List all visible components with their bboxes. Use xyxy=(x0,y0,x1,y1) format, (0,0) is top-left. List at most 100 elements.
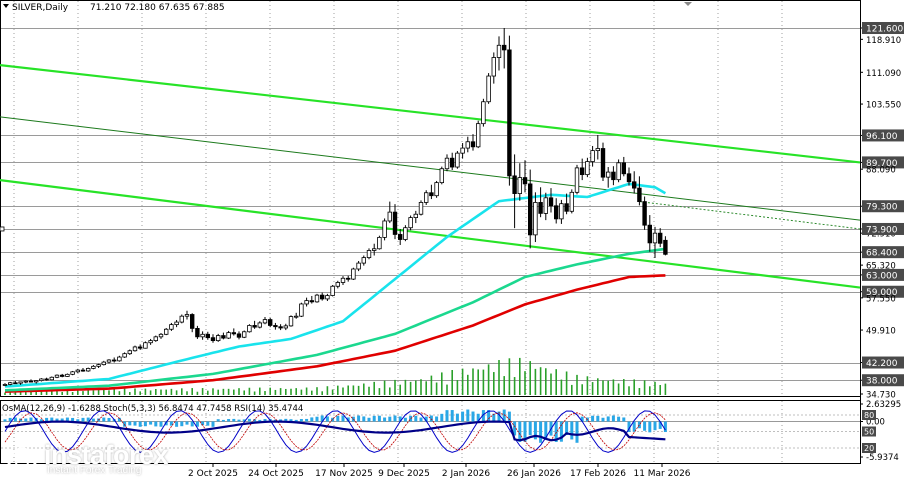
candle xyxy=(512,154,517,229)
candle-body xyxy=(325,295,330,300)
candle xyxy=(408,215,413,231)
watermark-tagline: Instant Forex Trading xyxy=(47,465,142,476)
candle-body xyxy=(189,314,195,329)
candle-body xyxy=(652,232,658,244)
candle xyxy=(262,317,268,325)
candle-body xyxy=(382,220,387,238)
candle xyxy=(163,327,169,336)
candle xyxy=(361,255,366,266)
candle xyxy=(288,315,294,327)
candle xyxy=(112,357,117,363)
candle xyxy=(189,313,195,333)
candle-body xyxy=(611,171,616,181)
candle-body xyxy=(403,227,408,240)
price-level-tag xyxy=(862,356,904,369)
candle xyxy=(195,325,200,339)
candle-body xyxy=(423,192,429,203)
candle-body xyxy=(70,371,75,375)
channel-line xyxy=(0,116,861,221)
main-pane-frame xyxy=(0,0,861,397)
candle-body xyxy=(231,332,236,335)
candle-body xyxy=(49,376,54,381)
candle-body xyxy=(554,205,559,220)
candle-body xyxy=(413,213,418,218)
candle xyxy=(54,374,60,379)
candle xyxy=(449,152,455,170)
candle xyxy=(371,243,377,256)
candle-body xyxy=(470,141,476,148)
candle xyxy=(60,373,65,378)
candle xyxy=(574,164,580,195)
candle-body xyxy=(236,333,242,338)
candle xyxy=(528,169,533,249)
candle-body xyxy=(647,224,652,244)
candle-body xyxy=(559,203,564,220)
candle xyxy=(309,295,314,304)
candle-body xyxy=(293,315,299,318)
candle-body xyxy=(44,378,49,381)
candle-body xyxy=(34,380,39,383)
candle xyxy=(564,193,569,215)
candle xyxy=(231,328,236,336)
price-level-label: 59.000 xyxy=(866,288,898,298)
candle-body xyxy=(174,321,179,326)
scroll-marker-icon xyxy=(684,2,692,6)
candle xyxy=(465,136,470,153)
candle-body xyxy=(158,333,164,338)
price-level-label: 79.300 xyxy=(866,203,898,213)
candle xyxy=(200,331,205,340)
candle xyxy=(491,52,496,84)
candle-body xyxy=(7,382,13,385)
candle-body xyxy=(205,333,210,339)
channel-line xyxy=(0,179,861,289)
candle-body xyxy=(517,177,522,194)
candle-body xyxy=(54,374,60,378)
candle xyxy=(543,192,548,221)
candle xyxy=(273,322,278,330)
price-level-label: 42.200 xyxy=(866,359,898,369)
osma-tick-label: 0.00 xyxy=(866,418,885,428)
candle xyxy=(345,275,351,282)
candle-body xyxy=(340,277,346,283)
candle xyxy=(392,204,398,240)
candle-body xyxy=(122,353,127,358)
candle xyxy=(23,380,28,384)
candle xyxy=(418,200,424,216)
candle-body xyxy=(366,250,372,259)
candle xyxy=(652,226,658,259)
candle xyxy=(184,310,190,320)
candle xyxy=(215,333,221,342)
candle-body xyxy=(195,328,200,338)
candle xyxy=(117,355,122,362)
candle xyxy=(658,228,663,248)
date-tick-label: 17 Feb 2026 xyxy=(570,469,626,479)
candle-body xyxy=(132,346,138,352)
candle xyxy=(481,98,486,127)
price-level-label: 121.600 xyxy=(866,25,903,35)
price-level-tag xyxy=(862,285,904,298)
candle xyxy=(158,333,164,339)
candle xyxy=(122,352,127,358)
candle-body xyxy=(23,380,28,383)
candle-body xyxy=(658,232,663,244)
candle-body xyxy=(257,322,262,328)
candle xyxy=(299,302,304,318)
candle xyxy=(632,171,637,194)
candle xyxy=(616,159,621,183)
candle-body xyxy=(621,162,626,175)
candle xyxy=(585,157,590,178)
price-tick-label: 49.910 xyxy=(866,327,896,337)
candle-body xyxy=(247,325,252,333)
candle xyxy=(606,167,611,188)
candle xyxy=(637,176,642,206)
candle-body xyxy=(533,202,538,236)
candle xyxy=(538,187,543,218)
instaforex-logo-icon xyxy=(7,447,37,477)
date-tick-label: 26 Jan 2026 xyxy=(507,469,561,479)
candle-body xyxy=(626,173,632,183)
candle-body xyxy=(169,324,174,330)
candle-body xyxy=(642,201,647,226)
candle-body xyxy=(528,183,533,236)
candle-body xyxy=(512,175,517,194)
